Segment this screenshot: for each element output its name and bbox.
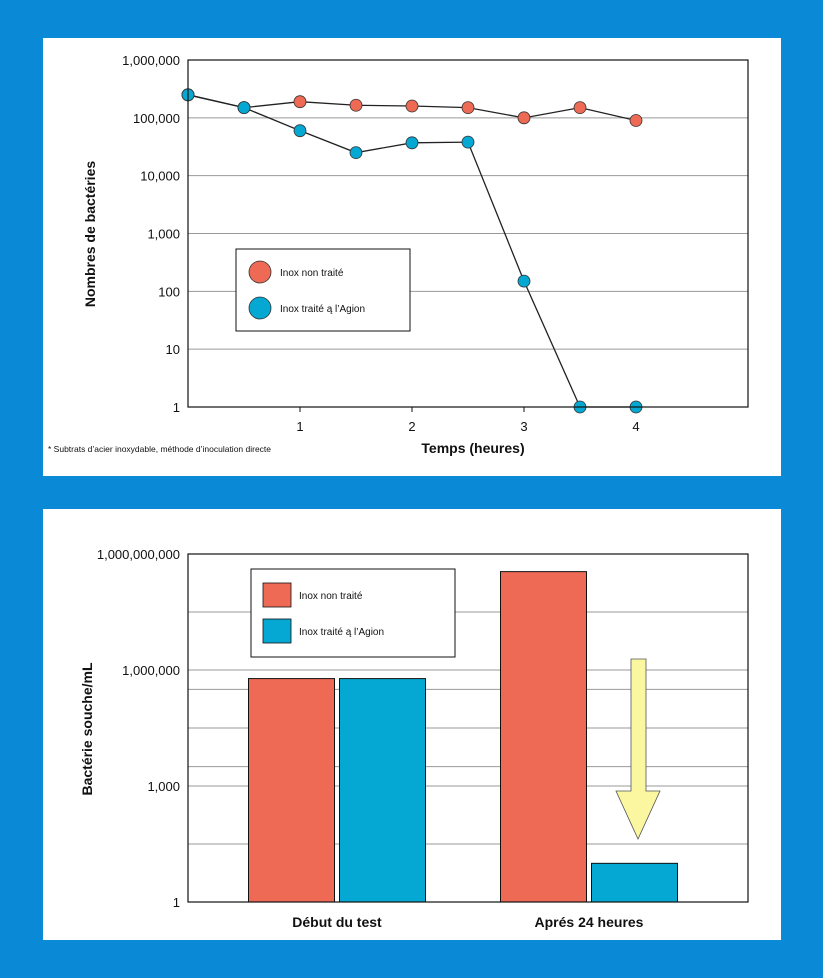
- legend-swatch-treated: [248, 296, 272, 320]
- data-point-untreated: [517, 111, 531, 125]
- data-point-untreated: [405, 99, 419, 113]
- y-tick-label: 1,000,000,000: [97, 547, 180, 562]
- plot-frame: [187, 59, 749, 408]
- data-point-untreated: [629, 114, 643, 127]
- data-point-treated: [461, 135, 475, 149]
- data-point-shared: [237, 101, 251, 115]
- x-tick-label: 3: [520, 419, 527, 434]
- data-point-treated: [405, 136, 419, 150]
- y-tick-label: 1: [173, 400, 180, 415]
- data-point-treated: [349, 146, 363, 160]
- legend-box: [250, 568, 456, 658]
- y-tick-label: 1,000,000: [122, 53, 180, 68]
- bar-treated: [591, 862, 678, 903]
- data-point-treated: [293, 124, 307, 138]
- legend-swatch-untreated: [262, 582, 292, 608]
- bar-treated: [339, 678, 426, 903]
- y-tick-label: 1,000,000: [122, 663, 180, 678]
- legend-label-treated: Inox traité ą l’Agion: [299, 627, 384, 638]
- y-tick-label: 1,000: [147, 227, 180, 242]
- x-tick-label: 1: [296, 419, 303, 434]
- y-tick-label: 10: [166, 342, 180, 357]
- data-point-untreated: [461, 101, 475, 115]
- legend-label-untreated: Inox non traité: [299, 591, 363, 602]
- plot-frame: [187, 553, 749, 903]
- y-axis-title: Nombres de bactéries: [82, 161, 98, 307]
- data-point-untreated: [573, 101, 587, 115]
- x-axis-title: Temps (heures): [421, 440, 524, 456]
- line-chart: 1 10 100 1,000 10,000 100,000 1,000,000 1 2 3 4 I…: [48, 53, 749, 456]
- legend-swatch-treated: [262, 618, 292, 644]
- y-tick-label: 1: [173, 895, 180, 910]
- legend-swatch-untreated: [248, 260, 272, 284]
- bar-chart-panel: 1 1,000 1,000,000 1,000,000,000 Début du te…: [43, 509, 781, 940]
- data-point-untreated: [349, 98, 363, 112]
- x-tick-label: 4: [632, 419, 639, 434]
- y-axis-title: Bactérie souche/mL: [79, 662, 95, 795]
- bar-untreated: [248, 678, 335, 903]
- x-category-label: Début du test: [292, 914, 382, 930]
- legend-label-untreated: Inox non traité: [280, 268, 344, 279]
- bar-untreated: [500, 571, 587, 903]
- down-arrow: [615, 658, 661, 840]
- data-point-treated: [517, 274, 531, 288]
- line-chart-panel: 1 10 100 1,000 10,000 100,000 1,000,000 1 2 3 4 I…: [43, 38, 781, 476]
- legend: Inox non traité Inox traité ą l’Agion: [235, 248, 411, 332]
- y-tick-label: 100,000: [133, 111, 180, 126]
- x-tick-label: 2: [408, 419, 415, 434]
- y-tick-label: 1,000: [147, 779, 180, 794]
- bar-chart: 1 1,000 1,000,000 1,000,000,000 Début du te…: [79, 547, 749, 930]
- y-tick-label: 10,000: [140, 169, 180, 184]
- legend: Inox non traité Inox traité ą l’Agion: [250, 568, 456, 658]
- x-category-label: Aprés 24 heures: [535, 914, 644, 930]
- y-tick-label: 100: [158, 284, 180, 299]
- data-point-untreated: [293, 95, 307, 109]
- legend-label-treated: Inox traité ą l’Agion: [280, 304, 365, 315]
- footnote: * Subtrats d’acier inoxydable, méthode d…: [48, 444, 271, 454]
